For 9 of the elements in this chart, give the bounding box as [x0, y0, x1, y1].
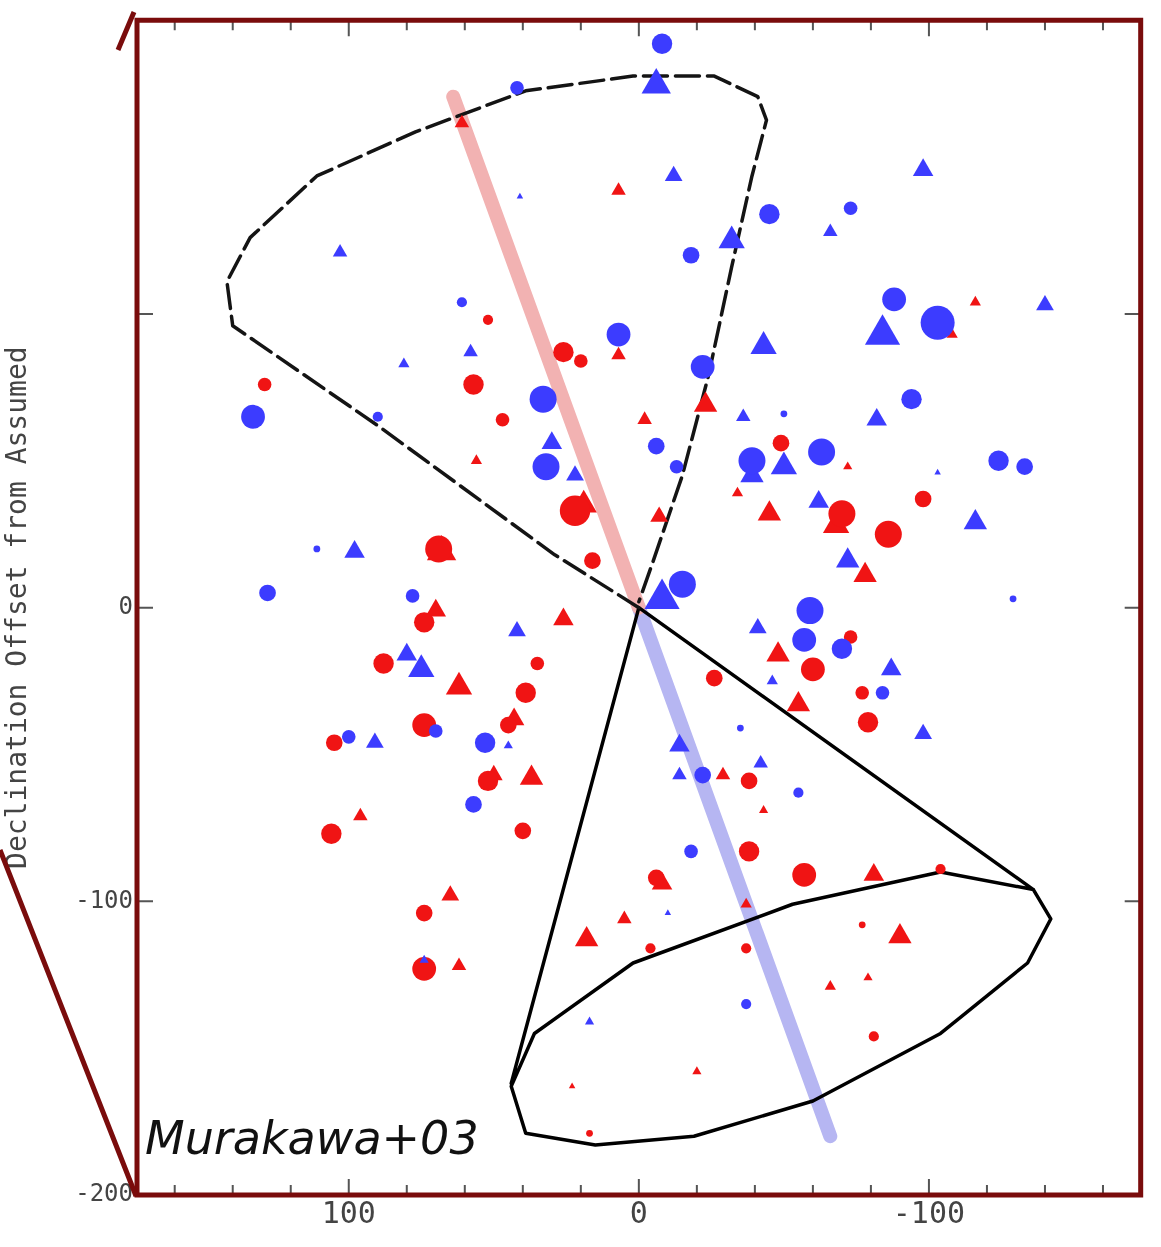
x-tick-label: -100 — [892, 1194, 966, 1230]
y-tick-label: -200 — [75, 1179, 133, 1208]
y-axis-title: Declination Offset from Assumed — [0, 346, 34, 869]
annotation: Murakawa+03 — [145, 1110, 479, 1165]
line-series — [225, 74, 769, 610]
y-tick-label: 0 — [118, 591, 133, 620]
x-tick-label: 100 — [321, 1194, 376, 1230]
y-tick-label: -100 — [75, 885, 133, 914]
x-tick-label: 0 — [629, 1194, 648, 1230]
